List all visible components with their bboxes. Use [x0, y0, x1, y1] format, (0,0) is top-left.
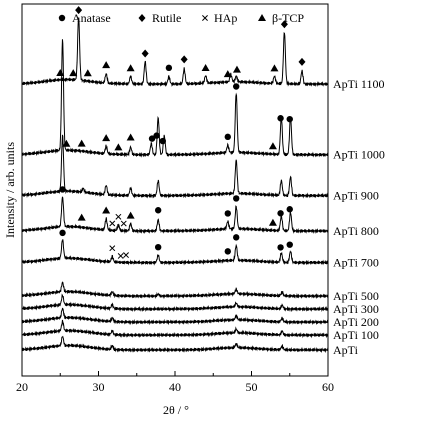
- anatase-marker: [286, 241, 293, 248]
- rutile-marker: [75, 6, 83, 15]
- btcp-marker: [126, 133, 135, 141]
- btcp-marker: [102, 61, 111, 69]
- anatase-marker: [148, 135, 156, 142]
- x-axis-label: 2θ / °: [163, 403, 189, 417]
- trace-apti-1100: [21, 17, 329, 88]
- x-tick-label: 30: [93, 380, 105, 394]
- hap-marker: [109, 245, 116, 252]
- anatase-marker: [233, 195, 240, 202]
- hap-marker: [117, 252, 124, 259]
- btcp-marker: [270, 64, 279, 72]
- anatase-marker: [59, 186, 66, 193]
- anatase-marker: [224, 133, 231, 141]
- btcp-marker: [268, 218, 277, 226]
- anatase-marker: [224, 210, 231, 217]
- x-tick-label: 60: [322, 380, 334, 394]
- hap-marker: [120, 220, 127, 227]
- btcp-marker: [62, 139, 71, 147]
- anatase-marker: [233, 83, 240, 90]
- btcp-marker: [258, 14, 266, 21]
- anatase-marker: [277, 244, 284, 251]
- anatase-marker: [153, 132, 160, 139]
- x-tick-label: 20: [16, 380, 28, 394]
- btcp-marker: [223, 70, 232, 78]
- anatase-marker: [277, 115, 284, 122]
- anatase-marker: [159, 137, 166, 145]
- btcp-marker: [114, 143, 123, 151]
- x-tick-label: 40: [169, 380, 181, 394]
- trace-apti-900: [21, 134, 329, 199]
- trace-apti-300: [21, 293, 329, 313]
- x-axis: 20 30 40 50 60: [16, 371, 334, 394]
- legend-label: Rutile: [152, 11, 181, 25]
- anatase-marker: [58, 14, 66, 22]
- anatase-marker: [59, 229, 66, 237]
- anatase-marker: [277, 210, 284, 217]
- btcp-marker: [56, 68, 65, 76]
- x-tick-label: 50: [246, 380, 258, 394]
- rutile-marker: [280, 20, 288, 29]
- legend-label: β-TCP: [272, 11, 304, 25]
- hap-marker: [115, 213, 122, 220]
- rutile-marker: [180, 55, 188, 64]
- series-label: ApTi 900: [333, 189, 379, 203]
- btcp-marker: [201, 63, 210, 71]
- btcp-marker: [83, 69, 92, 77]
- traces: [21, 17, 329, 354]
- btcp-marker: [102, 206, 111, 214]
- anatase-marker: [233, 234, 240, 241]
- legend-label: Anatase: [72, 11, 111, 25]
- series-label: ApTi 700: [333, 256, 379, 270]
- trace-apti-700: [21, 239, 329, 266]
- btcp-marker: [77, 139, 86, 147]
- trace-apti-1000: [21, 39, 329, 158]
- btcp-marker: [268, 142, 277, 150]
- series-label: ApTi 1100: [333, 77, 384, 91]
- trace-apti-100: [21, 319, 329, 339]
- anatase-marker: [154, 207, 162, 214]
- series-label: ApTi 100: [333, 328, 379, 342]
- anatase-marker: [154, 243, 162, 251]
- trace-apti-800: [21, 196, 329, 235]
- hap-marker: [202, 15, 208, 21]
- series-label: ApTi 800: [333, 224, 379, 238]
- anatase-marker: [286, 115, 293, 123]
- rutile-marker: [298, 57, 306, 66]
- series-labels: ApTi 1100 ApTi 1000 ApTi 900 ApTi 800 ApTi 7…: [333, 77, 385, 357]
- legend-label: HAp: [214, 11, 237, 25]
- trace-apti: [21, 335, 329, 354]
- peak-markers: [56, 6, 306, 259]
- rutile-marker: [138, 14, 146, 22]
- btcp-marker: [232, 65, 241, 73]
- anatase-marker: [224, 248, 231, 255]
- series-label: ApTi: [333, 343, 359, 357]
- btcp-marker: [126, 64, 135, 72]
- y-axis-label: Intensity / arb. units: [3, 142, 17, 238]
- hap-marker: [109, 220, 116, 227]
- series-label: ApTi 200: [333, 315, 379, 329]
- btcp-marker: [77, 213, 86, 221]
- anatase-marker: [165, 64, 173, 72]
- btcp-marker: [69, 69, 78, 77]
- trace-apti-200: [21, 307, 329, 326]
- btcp-marker: [102, 134, 111, 142]
- series-label: ApTi 1000: [333, 148, 385, 162]
- legend: Anatase Rutile HAp β-TCP: [58, 11, 304, 25]
- anatase-marker: [286, 206, 293, 213]
- hap-marker: [123, 252, 129, 259]
- trace-apti-500: [21, 281, 329, 300]
- rutile-marker: [141, 49, 149, 58]
- btcp-marker: [126, 211, 135, 219]
- series-label: ApTi 300: [333, 302, 379, 316]
- series-label: ApTi 500: [333, 289, 379, 303]
